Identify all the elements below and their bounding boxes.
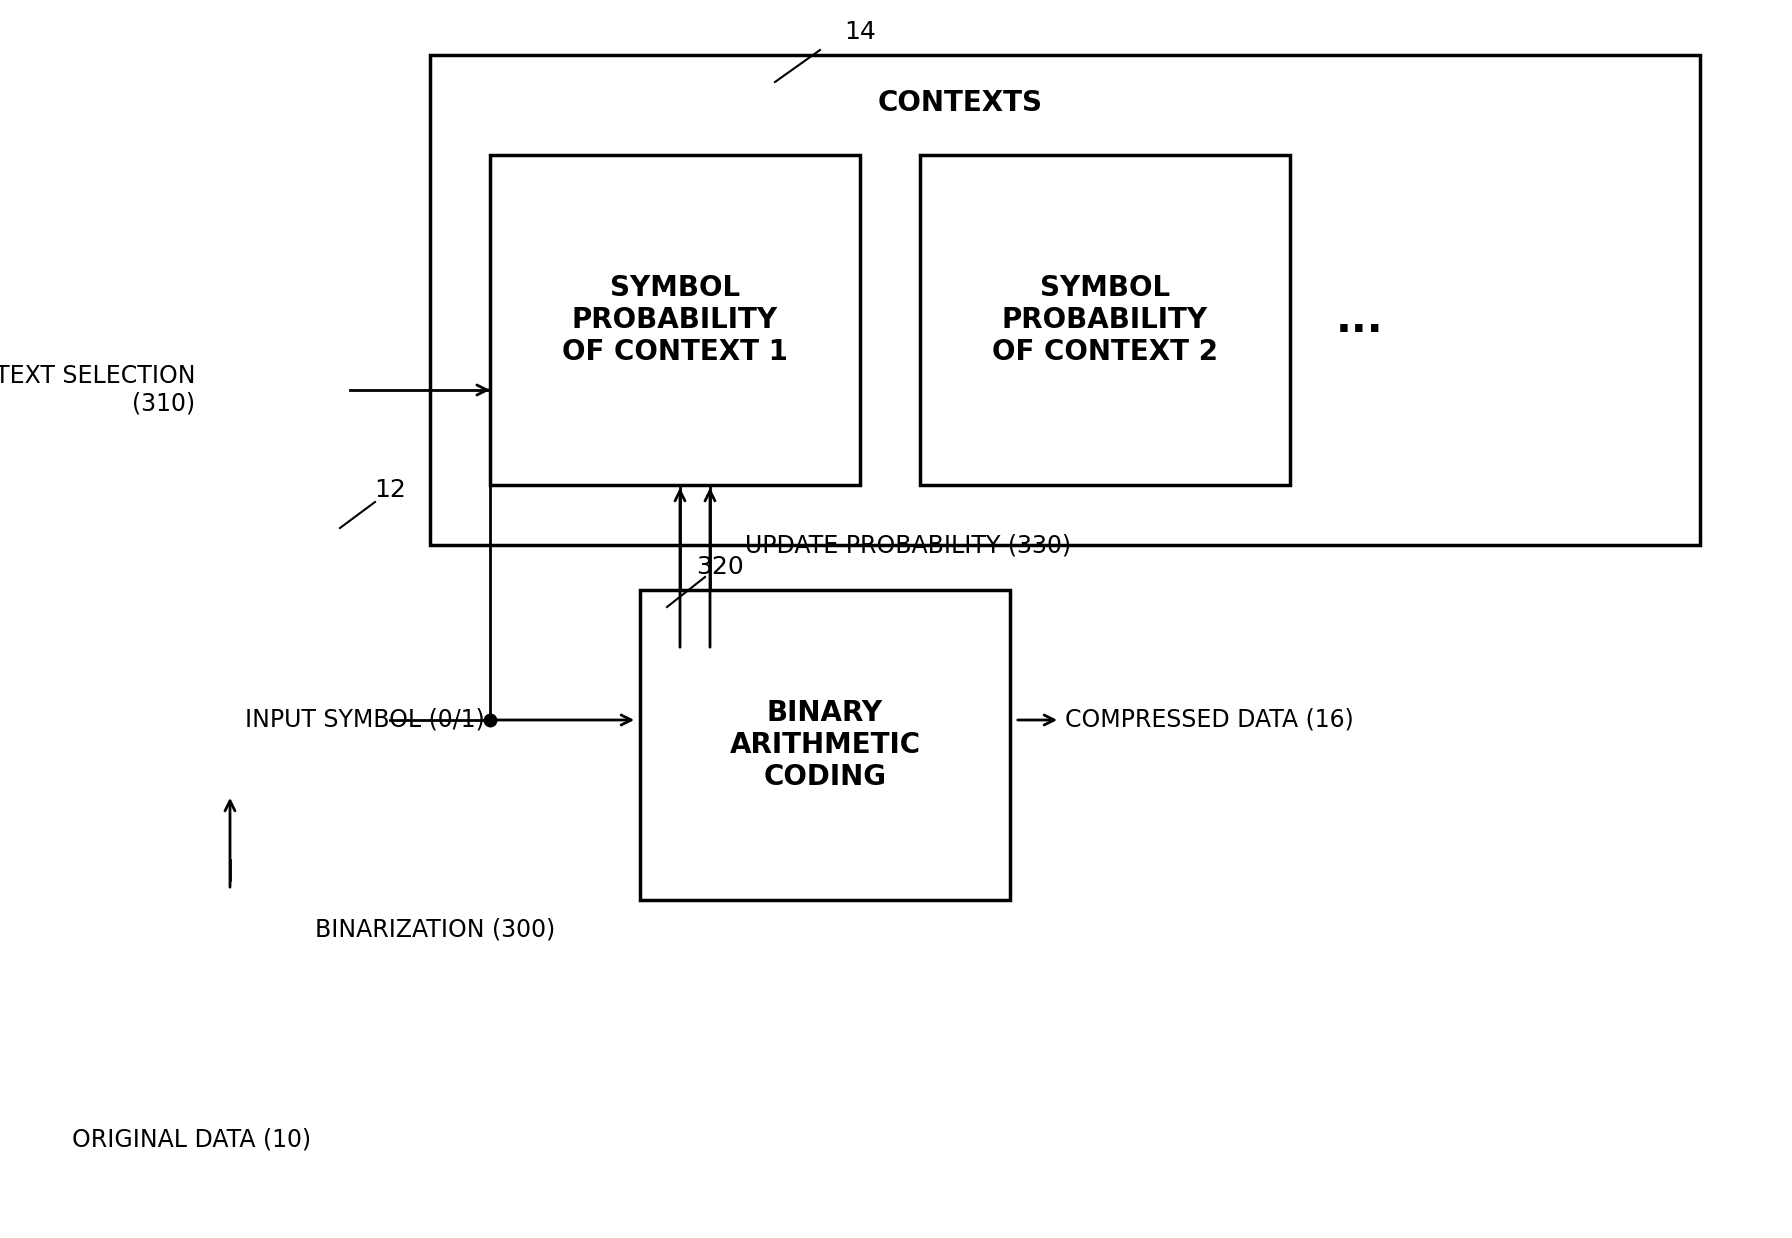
Bar — [489, 155, 860, 485]
Bar — [919, 155, 1290, 485]
Text: 12: 12 — [375, 478, 407, 501]
Text: COMPRESSED DATA (16): COMPRESSED DATA (16) — [1064, 708, 1353, 732]
Bar — [640, 591, 1011, 900]
Text: SYMBOL
PROBABILITY
OF CONTEXT 1: SYMBOL PROBABILITY OF CONTEXT 1 — [563, 274, 788, 366]
Text: BINARIZATION (300): BINARIZATION (300) — [315, 919, 556, 942]
Text: CONTEXT SELECTION
(310): CONTEXT SELECTION (310) — [0, 364, 195, 416]
Text: ORIGINAL DATA (10): ORIGINAL DATA (10) — [72, 1128, 312, 1153]
Text: CONTEXTS: CONTEXTS — [878, 89, 1043, 118]
Text: 14: 14 — [844, 20, 876, 45]
Bar — [430, 54, 1701, 545]
Text: SYMBOL
PROBABILITY
OF CONTEXT 2: SYMBOL PROBABILITY OF CONTEXT 2 — [993, 274, 1219, 366]
Text: INPUT SYMBOL (0/1): INPUT SYMBOL (0/1) — [246, 708, 486, 732]
Text: UPDATE PROBABILITY (330): UPDATE PROBABILITY (330) — [745, 534, 1072, 557]
Text: ...: ... — [1337, 300, 1383, 340]
Text: 320: 320 — [695, 555, 744, 579]
Text: BINARY
ARITHMETIC
CODING: BINARY ARITHMETIC CODING — [729, 698, 921, 791]
